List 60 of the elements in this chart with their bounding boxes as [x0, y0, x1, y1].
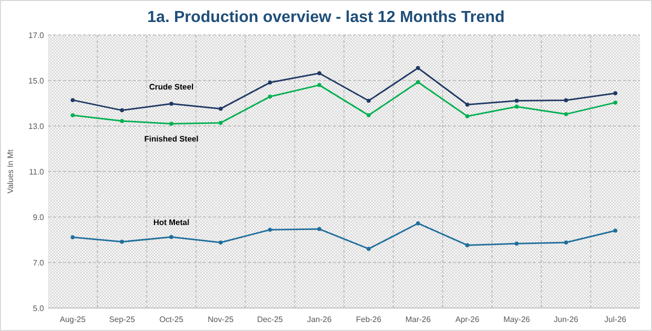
- point: [514, 98, 519, 103]
- x-tick-label: Feb-26: [356, 315, 382, 324]
- point: [169, 102, 174, 106]
- x-tick-label: Sep-25: [109, 315, 136, 324]
- point: [564, 240, 568, 244]
- point: [268, 94, 272, 99]
- y-tick-label: 15.0: [28, 76, 45, 86]
- point: [268, 228, 272, 232]
- point: [268, 80, 272, 85]
- y-tick-label: 11.0: [29, 167, 45, 176]
- chart-title: 1a. Production overview - last 12 Months Trend: [147, 9, 505, 26]
- point: [70, 98, 75, 102]
- series-label: Crude Steel: [149, 82, 194, 92]
- point: [366, 113, 371, 118]
- point: [218, 120, 223, 125]
- point: [169, 122, 174, 126]
- point: [218, 240, 223, 244]
- point: [514, 242, 519, 246]
- point: [169, 235, 174, 240]
- point: [70, 235, 75, 240]
- x-tick-label: Jan-26: [307, 315, 332, 324]
- x-tick-label: Apr-26: [455, 315, 480, 324]
- point: [613, 228, 618, 233]
- point: [218, 106, 223, 111]
- point: [366, 98, 371, 103]
- point: [416, 66, 420, 70]
- point: [120, 240, 124, 244]
- x-tick-label: May-26: [503, 315, 531, 324]
- point: [317, 83, 322, 88]
- point: [120, 118, 124, 123]
- point: [416, 221, 420, 226]
- y-tick-label: 13.0: [28, 122, 45, 131]
- series-label: Hot Metal: [153, 218, 190, 228]
- point: [70, 113, 75, 118]
- y-tick-label: 9.0: [32, 212, 45, 222]
- y-tick-label: 5.0: [32, 304, 45, 313]
- point: [317, 227, 322, 232]
- y-tick-label: 17.0: [28, 30, 45, 40]
- x-tick-label: Oct-25: [159, 315, 184, 324]
- point: [514, 104, 519, 109]
- x-tick-label: Nov-25: [208, 315, 234, 324]
- point: [465, 102, 470, 107]
- point: [465, 243, 470, 248]
- point: [317, 71, 322, 76]
- point: [120, 108, 124, 112]
- point: [416, 80, 420, 84]
- y-tick-label: 7.0: [32, 258, 45, 268]
- point: [366, 246, 371, 251]
- y-axis-title: Values In Mt: [6, 148, 15, 194]
- point: [564, 112, 568, 116]
- point: [613, 91, 618, 96]
- point: [465, 114, 470, 118]
- x-tick-label: Jul-26: [604, 315, 627, 324]
- x-tick-label: Mar-26: [405, 315, 432, 324]
- series-label: Finished Steel: [144, 134, 198, 144]
- x-tick-label: Aug-25: [60, 315, 86, 324]
- point: [613, 100, 618, 105]
- x-tick-label: Jun-26: [554, 315, 579, 324]
- x-tick-label: Dec-25: [257, 315, 284, 324]
- point: [564, 98, 568, 102]
